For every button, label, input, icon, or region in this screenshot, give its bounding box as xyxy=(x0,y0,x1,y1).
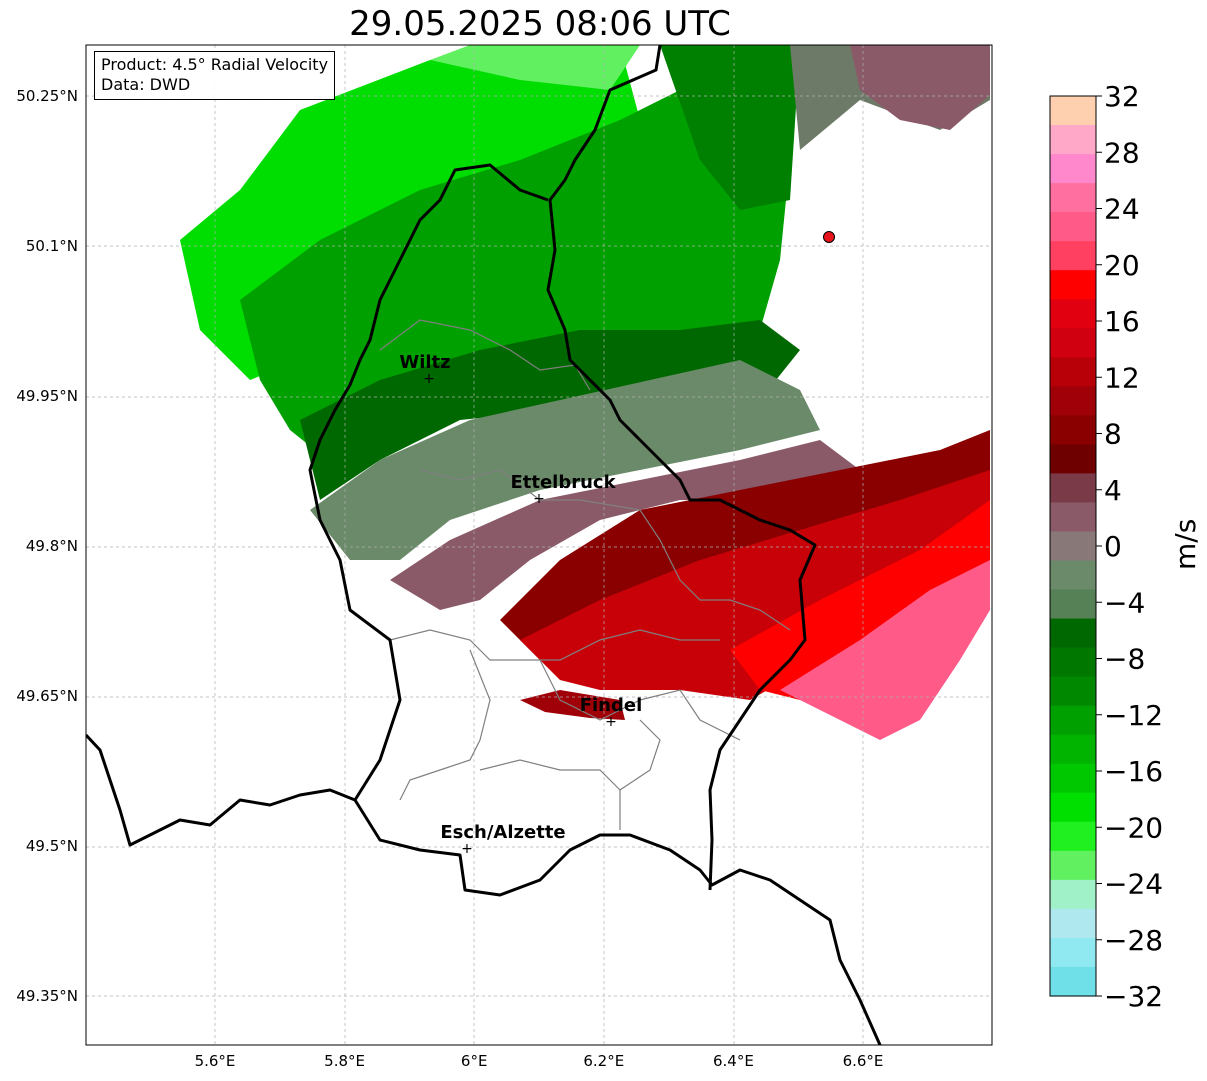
city-markers: +Wiltz+Ettelbruck+Findel+Esch/Alzette xyxy=(399,352,642,857)
lat-tick-label: 50.25°N xyxy=(16,87,78,105)
city-marker: + xyxy=(423,371,435,387)
findel-patch xyxy=(520,690,625,720)
lat-tick-label: 49.65°N xyxy=(16,687,78,705)
lon-tick-label: 6°E xyxy=(461,1052,488,1070)
colorbar-unit-label: m/s xyxy=(1169,518,1202,570)
lat-tick-label: 50.1°N xyxy=(26,237,78,255)
outbound-red xyxy=(520,470,990,700)
map-title: 29.05.2025 08:06 UTC xyxy=(349,4,731,44)
map-frame xyxy=(85,44,993,1046)
national-borders xyxy=(86,45,882,1045)
city-marker: + xyxy=(605,714,617,730)
map-gridlines xyxy=(86,45,992,1045)
lon-tick-label: 5.8°E xyxy=(324,1052,365,1070)
data-source-label: Data: DWD xyxy=(101,75,191,94)
city-label: Ettelbruck xyxy=(510,472,616,493)
city-marker: + xyxy=(461,841,473,857)
inbound-pale-green xyxy=(430,45,640,90)
lon-tick-labels: 5.6°E 5.8°E 6°E 6.2°E 6.4°E 6.6°E xyxy=(195,1052,884,1070)
lat-tick-label: 49.95°N xyxy=(16,387,78,405)
lon-tick-label: 5.6°E xyxy=(195,1052,236,1070)
city-label: Esch/Alzette xyxy=(440,822,565,843)
city-label: Findel xyxy=(580,695,643,716)
lat-tick-label: 49.8°N xyxy=(26,537,78,555)
inbound-green-top xyxy=(660,45,800,210)
lat-tick-label: 49.35°N xyxy=(16,987,78,1005)
near-zero-mauve-top xyxy=(850,45,990,130)
lat-tick-label: 49.5°N xyxy=(26,837,78,855)
near-zero-mauve xyxy=(390,440,860,610)
inbound-mid-green xyxy=(240,60,790,470)
lon-tick-label: 6.4°E xyxy=(713,1052,754,1070)
info-box: Product: 4.5° Radial Velocity Data: DWD xyxy=(94,51,336,100)
lon-tick-label: 6.2°E xyxy=(583,1052,624,1070)
velocity-field xyxy=(180,45,990,740)
radar-site-marker[interactable] xyxy=(823,231,835,243)
near-zero-grey-green xyxy=(310,360,820,560)
city-marker: + xyxy=(533,491,545,507)
outbound-pink xyxy=(780,560,990,740)
lon-tick-label: 6.6°E xyxy=(843,1052,884,1070)
city-label: Wiltz xyxy=(399,352,450,373)
lat-tick-labels: 50.25°N 50.1°N 49.95°N 49.8°N 49.65°N 49.5°N 4… xyxy=(16,87,78,1005)
product-label: Product: 4.5° Radial Velocity xyxy=(101,55,329,74)
